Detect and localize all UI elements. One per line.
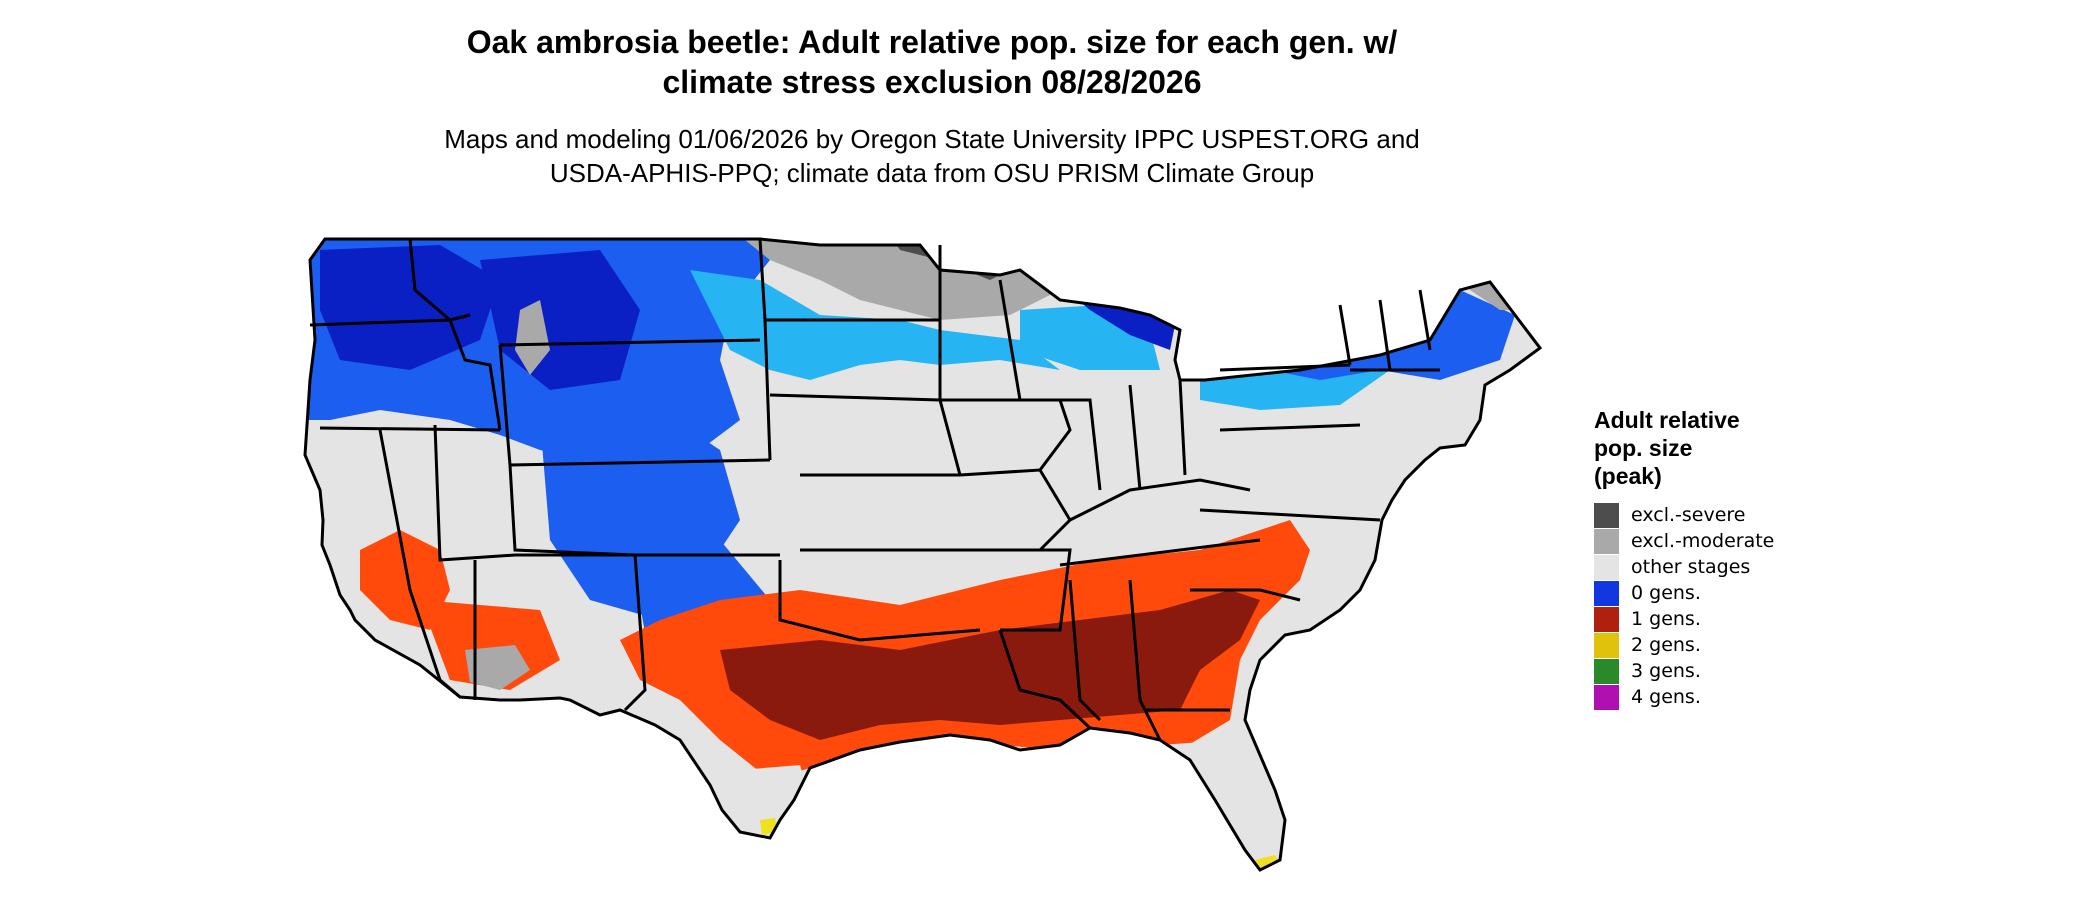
legend-title-line-2: pop. size: [1594, 435, 1693, 461]
region-south-darkred: [720, 590, 1260, 740]
legend-title-line-3: (peak): [1594, 463, 1662, 489]
subtitle-line-1: Maps and modeling 01/06/2026 by Oregon S…: [444, 124, 1420, 154]
border-ok-tx: [778, 560, 981, 642]
us-map: [303, 237, 1543, 872]
legend-item: other stages: [1594, 554, 1824, 580]
region-wyoming-gray: [515, 300, 550, 375]
border-mo: [959, 468, 1072, 552]
legend-label: other stages: [1631, 556, 1751, 578]
border-pa-ny: [1219, 363, 1351, 372]
legend-swatch: [1594, 684, 1619, 710]
border-ny-vt: [1338, 304, 1352, 366]
border-wi: [998, 279, 1022, 401]
subtitle-line-2: USDA-APHIS-PPQ; climate data from OSU PR…: [549, 158, 1315, 188]
legend-label: excl.-moderate: [1631, 530, 1775, 552]
border-pa-south: [1219, 423, 1361, 432]
title-line-1: Oak ambrosia beetle: Adult relative pop.…: [466, 24, 1398, 60]
border-mt-wy: [499, 338, 761, 347]
legend-label: 1 gens.: [1631, 608, 1701, 630]
legend-label: 4 gens.: [1631, 686, 1701, 708]
map-legend: Adult relative pop. size (peak) excl.-se…: [1594, 406, 1824, 710]
legend-swatch: [1594, 554, 1619, 580]
region-plains-lightblue: [690, 270, 1060, 380]
legend-swatch: [1594, 580, 1619, 606]
legend-item: excl.-severe: [1594, 502, 1824, 528]
legend-swatch: [1594, 606, 1619, 632]
border-sd-ne: [769, 393, 941, 402]
border-ky: [1069, 478, 1251, 522]
map-title: Oak ambrosia beetle: Adult relative pop.…: [0, 22, 1864, 102]
region-maine-gray: [1430, 239, 1540, 310]
border-tn: [1059, 538, 1261, 567]
legend-swatch: [1594, 658, 1619, 684]
legend-label: 3 gens.: [1631, 660, 1701, 682]
legend-title-line-1: Adult relative: [1594, 407, 1740, 433]
border-ia: [940, 398, 1072, 471]
map-subtitle: Maps and modeling 01/06/2026 by Oregon S…: [0, 122, 1864, 190]
legend-swatch: [1594, 528, 1619, 554]
border-la: [998, 629, 1092, 730]
border-vt-nh: [1378, 299, 1392, 371]
border-ut-co: [508, 464, 636, 557]
legend-label: 0 gens.: [1631, 582, 1701, 604]
legend-label: 2 gens.: [1631, 634, 1701, 656]
legend-item: 0 gens.: [1594, 580, 1824, 606]
legend-swatch: [1594, 502, 1619, 528]
border-ms-al: [1068, 579, 1102, 722]
border-wy-south: [509, 458, 771, 467]
border-wy-west: [498, 344, 512, 466]
border-id-mt: [408, 238, 502, 431]
border-va: [1199, 508, 1381, 522]
legend-item: 4 gens.: [1594, 684, 1824, 710]
border-oh-pa: [1178, 379, 1187, 476]
legend-item: 1 gens.: [1594, 606, 1824, 632]
border-ar: [980, 548, 1072, 632]
region-arizona-gray: [465, 645, 530, 690]
border-nh-me: [1418, 289, 1432, 351]
border-nv-ut: [433, 424, 516, 562]
legend-item: 3 gens.: [1594, 658, 1824, 684]
border-il: [1060, 398, 1102, 491]
border-nc-sc: [1190, 588, 1301, 602]
legend-label: excl.-severe: [1631, 504, 1746, 526]
legend-item: excl.-moderate: [1594, 528, 1824, 554]
border-co-ut-nv: [378, 429, 461, 699]
state-borders: [303, 237, 1543, 872]
border-al-ga: [1128, 579, 1162, 741]
title-line-2: climate stress exclusion 08/28/2026: [662, 64, 1202, 100]
border-or-ca-nv-id: [319, 426, 501, 432]
legend-title: Adult relative pop. size (peak): [1594, 406, 1824, 490]
region-northwest-darkblue: [320, 245, 500, 370]
border-nm-tx: [623, 554, 647, 712]
legend-swatch: [1594, 632, 1619, 658]
border-in-oh: [1128, 384, 1142, 491]
legend-item: 2 gens.: [1594, 632, 1824, 658]
